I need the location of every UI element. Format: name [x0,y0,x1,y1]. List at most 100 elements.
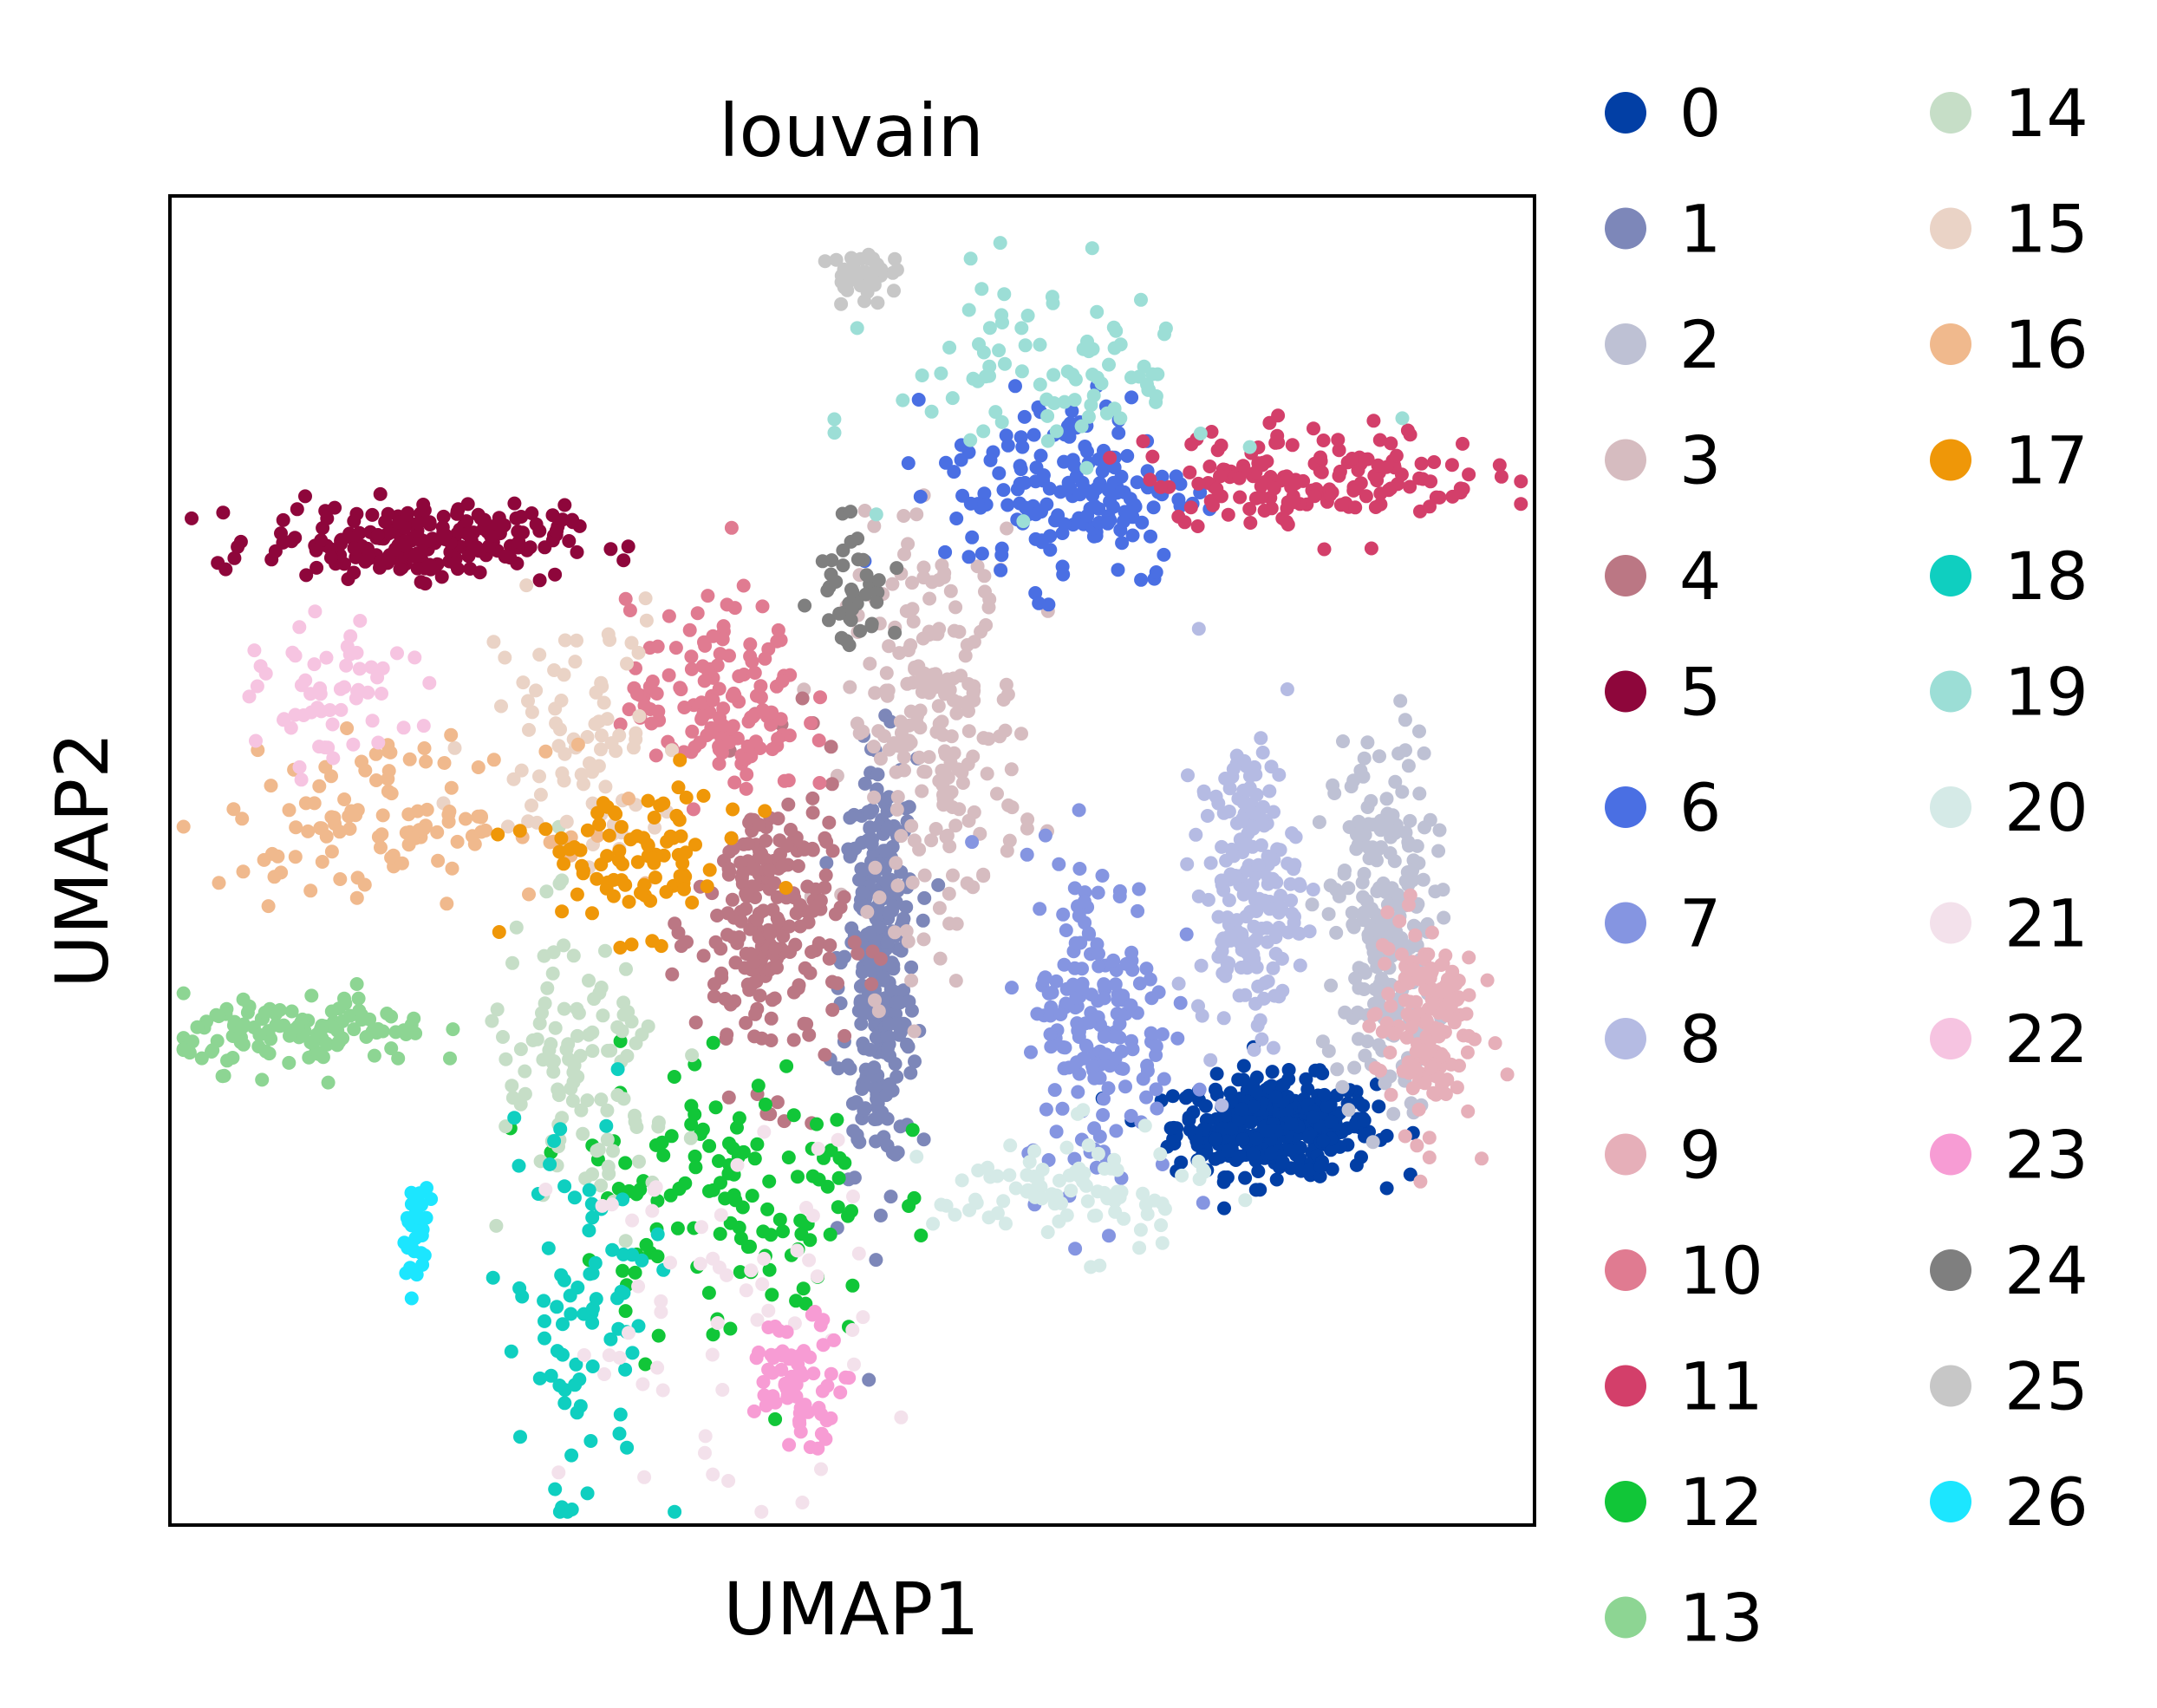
point-cluster-3 [935,763,949,778]
point-cluster-12 [618,1156,633,1170]
point-cluster-11 [1514,497,1528,512]
point-cluster-20 [1133,1222,1148,1237]
point-cluster-3 [899,924,914,938]
point-cluster-11 [1136,434,1150,448]
point-cluster-18 [543,1157,557,1171]
point-cluster-15 [595,679,609,694]
point-cluster-8 [1254,1032,1269,1046]
point-cluster-16 [384,786,399,801]
point-cluster-0 [1299,1072,1313,1086]
point-cluster-22 [249,733,263,748]
point-cluster-18 [631,1319,646,1333]
point-cluster-2 [1324,978,1339,993]
point-cluster-12 [702,1183,716,1198]
point-cluster-5 [436,509,451,524]
point-cluster-4 [748,1007,763,1021]
point-cluster-14 [580,1093,595,1108]
point-cluster-17 [726,802,740,817]
point-cluster-2 [1412,786,1427,801]
point-cluster-17 [724,831,739,845]
point-cluster-3 [885,577,900,591]
point-cluster-18 [616,1192,630,1207]
point-cluster-4 [720,906,735,921]
point-cluster-5 [347,514,362,528]
legend-label-2: 2 [1679,306,1721,383]
point-cluster-9 [1447,1015,1462,1030]
point-cluster-7 [1067,881,1082,896]
point-cluster-8 [1247,1042,1261,1057]
point-cluster-23 [838,1370,853,1385]
point-cluster-1 [883,1190,898,1204]
point-cluster-6 [1057,517,1072,531]
point-cluster-11 [1232,471,1247,486]
point-cluster-10 [775,674,790,688]
point-cluster-17 [675,856,690,870]
point-cluster-4 [721,1090,736,1105]
point-cluster-5 [516,525,530,540]
point-cluster-25 [885,265,900,280]
point-cluster-9 [1442,995,1456,1010]
point-cluster-7 [1041,986,1056,1001]
point-cluster-7 [1139,1090,1154,1105]
point-cluster-1 [869,1030,883,1045]
point-cluster-8 [1256,991,1271,1006]
point-cluster-16 [176,819,191,834]
point-cluster-4 [753,818,766,832]
point-cluster-4 [793,897,807,912]
point-cluster-3 [890,878,905,893]
point-cluster-18 [605,1242,620,1257]
point-cluster-8 [1191,889,1206,903]
point-cluster-13 [233,1035,248,1050]
point-cluster-19 [1113,411,1128,426]
legend-marker-15 [1930,207,1971,250]
point-cluster-15 [533,787,548,802]
point-cluster-19 [992,343,1007,358]
point-cluster-4 [864,977,879,992]
point-cluster-3 [940,672,955,687]
point-cluster-7 [1068,935,1083,950]
point-cluster-15 [557,773,571,788]
point-cluster-20 [962,1203,977,1217]
point-cluster-15 [594,728,609,743]
legend-label-20: 20 [2004,769,2089,846]
point-cluster-2 [1352,814,1366,829]
point-cluster-21 [856,1310,870,1325]
point-cluster-3 [913,703,928,718]
point-cluster-13 [205,1043,220,1058]
point-cluster-16 [622,792,635,805]
point-cluster-12 [667,1070,681,1084]
point-cluster-18 [507,1111,522,1125]
point-cluster-3 [908,662,922,676]
point-cluster-10 [813,690,827,705]
point-cluster-13 [257,1005,272,1020]
point-cluster-2 [1312,815,1326,830]
point-cluster-14 [535,1006,549,1020]
point-cluster-7 [1024,1045,1038,1059]
point-cluster-14 [551,1088,566,1103]
point-cluster-23 [746,1404,761,1418]
point-cluster-7 [1072,1066,1086,1081]
point-cluster-1 [857,776,872,791]
point-cluster-4 [665,967,680,981]
point-cluster-12 [688,1160,703,1175]
point-cluster-4 [825,844,840,858]
legend-marker-16 [1930,323,1971,365]
legend-label-8: 8 [1679,1001,1721,1078]
point-cluster-8 [1220,962,1235,976]
point-cluster-16 [420,802,434,817]
point-cluster-2 [1357,905,1372,920]
point-cluster-2 [1338,864,1352,877]
point-cluster-21 [694,1220,708,1235]
point-cluster-2 [1379,792,1394,806]
point-cluster-5 [347,541,362,556]
point-cluster-16 [349,890,364,905]
point-cluster-22 [250,679,264,694]
point-cluster-10 [740,767,754,782]
point-cluster-5 [416,498,431,512]
point-cluster-13 [407,1011,421,1026]
point-cluster-4 [762,863,777,877]
point-cluster-23 [792,1416,807,1431]
point-cluster-0 [1269,1172,1284,1187]
point-cluster-14 [616,995,631,1010]
point-cluster-6 [963,496,978,511]
